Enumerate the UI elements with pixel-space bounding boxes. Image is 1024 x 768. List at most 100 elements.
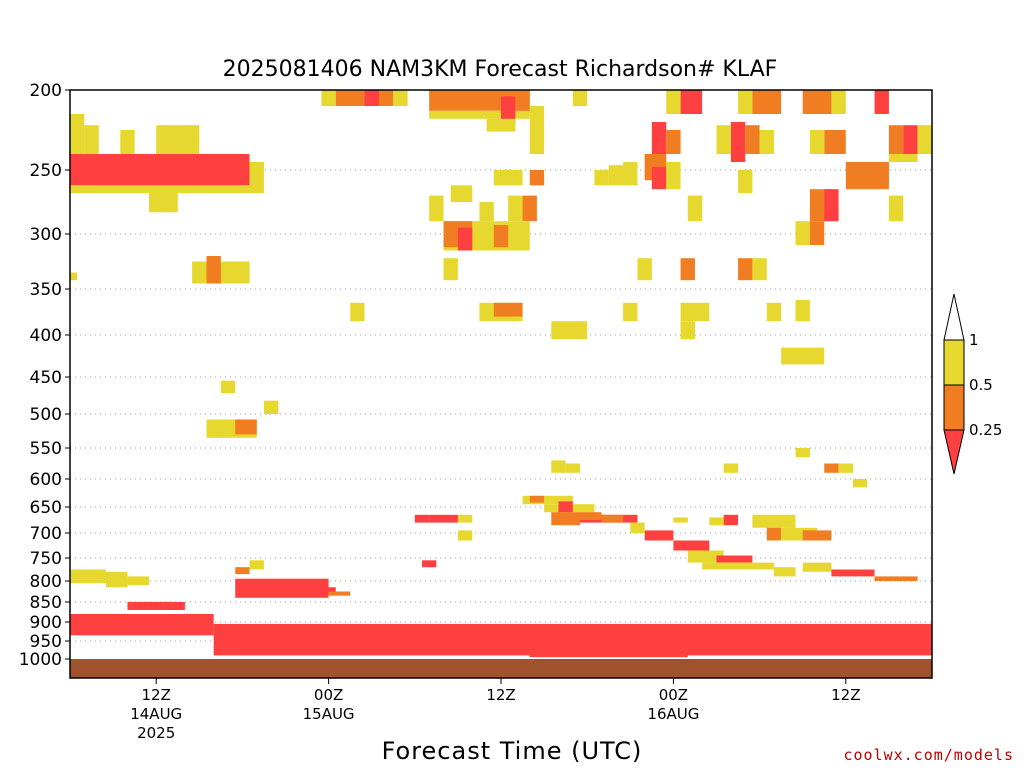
y-tick-label: 1000 bbox=[19, 650, 62, 670]
heatmap-cell bbox=[350, 302, 365, 322]
colorbar-top-triangle bbox=[943, 293, 965, 341]
heatmap-cell bbox=[623, 302, 638, 322]
heatmap-cell bbox=[249, 560, 264, 570]
heatmap-cell bbox=[70, 114, 85, 154]
x-tick-date: 15AUG bbox=[303, 705, 355, 723]
x-tick-label: 12Z bbox=[486, 686, 515, 704]
y-tick-label: 450 bbox=[30, 368, 62, 388]
y-tick-label: 800 bbox=[30, 572, 62, 592]
heatmap-cell bbox=[84, 125, 99, 154]
heatmap-cell bbox=[572, 90, 588, 106]
heatmap-cell bbox=[321, 90, 336, 106]
x-tick-label: 00Z bbox=[314, 686, 343, 704]
heatmap-cell bbox=[580, 512, 602, 520]
heatmap-cell bbox=[824, 130, 846, 154]
heatmap-cell bbox=[393, 90, 408, 106]
y-tick-label: 650 bbox=[30, 498, 62, 518]
heatmap-cell bbox=[70, 185, 250, 194]
heatmap-cell bbox=[501, 96, 516, 126]
colorbar-orange-bin bbox=[943, 384, 965, 431]
heatmap-cell bbox=[680, 321, 695, 340]
heatmap-cell bbox=[730, 122, 746, 162]
heatmap-cell bbox=[874, 90, 889, 114]
heatmap-cell bbox=[680, 302, 710, 322]
heatmap-cell bbox=[766, 527, 782, 541]
heatmap-cell bbox=[105, 571, 128, 588]
heatmap-cell bbox=[888, 195, 904, 222]
heatmap-cell bbox=[666, 130, 681, 154]
heatmap-cell bbox=[529, 641, 688, 658]
heatmap-cell bbox=[70, 569, 106, 584]
credit-text: coolwx.com/models bbox=[843, 746, 1014, 764]
heatmap-cell bbox=[70, 154, 250, 186]
heatmap-cell bbox=[551, 321, 588, 340]
heatmap-cell bbox=[429, 110, 530, 119]
heatmap-cell bbox=[874, 576, 918, 581]
heatmap-cell bbox=[824, 189, 839, 222]
heatmap-cell bbox=[235, 567, 250, 575]
heatmap-cell bbox=[529, 495, 545, 503]
heatmap-cell bbox=[673, 540, 710, 551]
heatmap-cell bbox=[802, 562, 832, 572]
heatmap-cell bbox=[630, 522, 645, 533]
heatmap-cell bbox=[738, 170, 753, 194]
heatmap-cell bbox=[457, 514, 473, 523]
heatmap-cell bbox=[680, 258, 695, 281]
heatmap-cell bbox=[917, 125, 932, 154]
heatmap-cell bbox=[687, 195, 703, 222]
heatmap-cell bbox=[551, 460, 566, 473]
chart-title: 2025081406 NAM3KM Forecast Richardson# K… bbox=[223, 57, 778, 82]
heatmap-cell bbox=[795, 448, 810, 458]
y-tick-label: 250 bbox=[30, 161, 62, 181]
heatmap-cell bbox=[127, 576, 150, 586]
heatmap-cell bbox=[515, 90, 530, 111]
heatmap-cell bbox=[414, 514, 430, 523]
heatmap-cells bbox=[70, 90, 932, 678]
heatmap-cell bbox=[824, 463, 839, 473]
heatmap-cell bbox=[738, 90, 753, 114]
heatmap-cell bbox=[752, 258, 767, 281]
y-tick-label: 200 bbox=[30, 81, 62, 101]
heatmap-cell bbox=[235, 419, 257, 435]
heatmap-cell bbox=[479, 202, 494, 222]
heatmap-cell bbox=[666, 90, 681, 114]
heatmap-cell bbox=[874, 162, 889, 186]
heatmap-cell bbox=[716, 125, 731, 154]
heatmap-cell bbox=[888, 154, 918, 162]
y-tick-label: 600 bbox=[30, 470, 62, 490]
heatmap-cell bbox=[809, 130, 825, 154]
heatmap-cell bbox=[156, 125, 200, 154]
heatmap-cell bbox=[723, 514, 739, 526]
heatmap-cell bbox=[450, 185, 473, 202]
x-tick-label: 00Z bbox=[659, 686, 688, 704]
colorbar-label: 0.5 bbox=[969, 376, 993, 394]
heatmap-cell bbox=[457, 530, 473, 541]
x-tick-date: 16AUG bbox=[647, 705, 699, 723]
heatmap-cell bbox=[809, 221, 825, 245]
x-tick-label: 12Z bbox=[831, 686, 860, 704]
heatmap-cell bbox=[70, 614, 214, 636]
heatmap-cell bbox=[127, 602, 185, 610]
heatmap-cell bbox=[443, 258, 458, 281]
heatmap-cell bbox=[723, 463, 739, 473]
heatmap-cell bbox=[781, 347, 825, 365]
colorbar: 1 0.5 0.25 bbox=[943, 293, 1002, 475]
heatmap-cell bbox=[263, 587, 336, 594]
colorbar-bottom-triangle bbox=[943, 429, 965, 475]
heatmap-cell bbox=[421, 560, 437, 568]
heatmap-cell bbox=[594, 170, 609, 186]
y-tick-label: 350 bbox=[30, 280, 62, 300]
heatmap-cell bbox=[702, 562, 774, 570]
heatmap-cell bbox=[149, 193, 178, 213]
heatmap-cell bbox=[716, 555, 753, 563]
heatmap-cell bbox=[493, 225, 509, 248]
heatmap-cell bbox=[486, 118, 516, 132]
heatmap-cell bbox=[831, 90, 846, 114]
heatmap-cell bbox=[429, 195, 444, 222]
y-tick-label: 500 bbox=[30, 405, 62, 425]
heatmap-cell bbox=[529, 170, 545, 186]
y-tick-label: 400 bbox=[30, 326, 62, 346]
heatmap-cell bbox=[493, 302, 523, 317]
